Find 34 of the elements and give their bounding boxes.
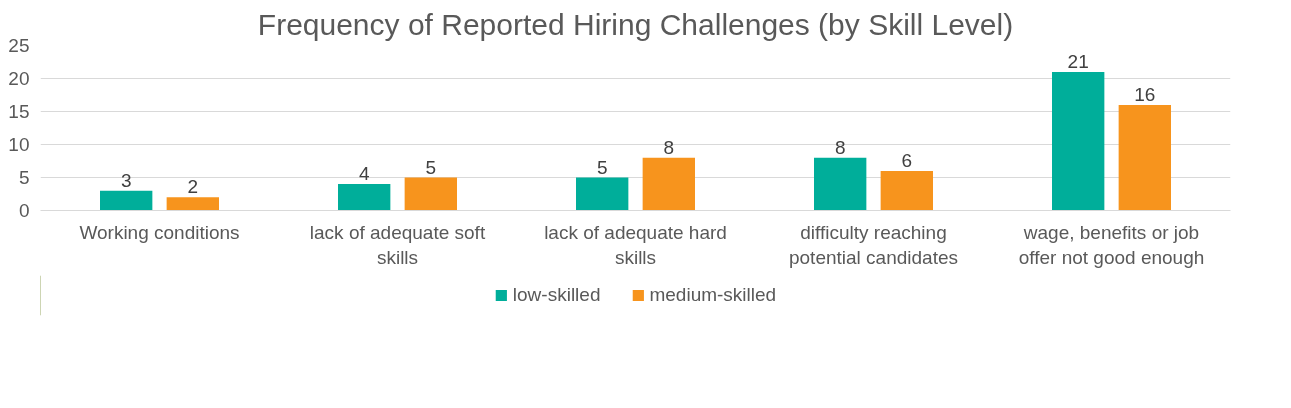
- bar: [1118, 104, 1171, 211]
- data-label: 6: [901, 149, 913, 171]
- chart-title: Frequency of Reported Hiring Challenges (by Skill Level): [257, 7, 1014, 41]
- data-label: 5: [596, 156, 608, 178]
- y-tick-label: 25: [8, 35, 30, 56]
- data-label: 16: [1134, 83, 1156, 105]
- data-label: 8: [834, 136, 846, 158]
- y-tick-label: 0: [18, 200, 30, 221]
- x-tick-label: Working conditions: [79, 221, 240, 243]
- bar: [166, 197, 219, 211]
- y-tick-label: 15: [8, 101, 30, 122]
- legend-label: low-skilled: [512, 284, 601, 306]
- x-tick-label: lack of adequate hard skills: [544, 221, 727, 268]
- data-label: 4: [358, 163, 370, 185]
- bar: [404, 177, 457, 211]
- y-tick-label: 5: [18, 167, 30, 188]
- bar: [642, 157, 695, 211]
- bar: [1052, 71, 1105, 211]
- bar: [576, 177, 629, 211]
- data-label: 5: [425, 156, 437, 178]
- x-tick-label: difficulty reaching potential candidates: [788, 221, 959, 268]
- x-tick-label: lack of adequate soft skills: [309, 221, 486, 268]
- bar: [814, 157, 867, 211]
- legend-label: medium-skilled: [649, 284, 777, 306]
- y-tick-label: 10: [8, 134, 30, 155]
- y-tick-label: 20: [8, 68, 30, 89]
- bar: [100, 190, 153, 211]
- data-label: 8: [663, 136, 675, 158]
- bar: [338, 184, 391, 211]
- data-label: 21: [1067, 50, 1089, 72]
- bar: [880, 170, 933, 211]
- data-label: 2: [187, 176, 199, 198]
- x-tick-label: wage, benefits or job offer not good enough: [1018, 221, 1205, 268]
- data-label: 3: [120, 169, 132, 191]
